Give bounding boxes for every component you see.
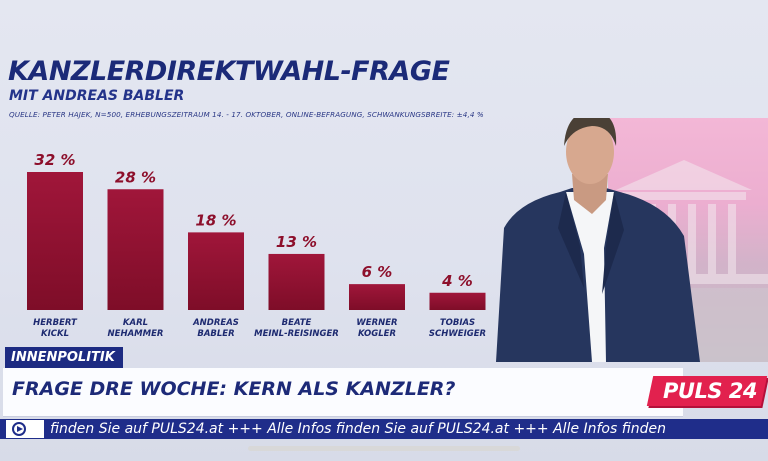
- bar-value-label-1: 28 %: [115, 168, 156, 186]
- bar-3: [268, 253, 325, 310]
- source-note: QUELLE: PETER HAJEK, N=500, ERHEBUNGSZEI…: [9, 110, 484, 119]
- bar-5: [429, 292, 486, 310]
- play-circle-icon[interactable]: [12, 422, 26, 436]
- bar-1: [107, 189, 164, 310]
- politician-portrait: [496, 118, 768, 362]
- bar-value-label-3: 13 %: [276, 233, 317, 251]
- category-label-5-0: TOBIAS: [440, 318, 475, 328]
- headline-bar: [3, 368, 683, 416]
- bar-0: [27, 172, 83, 310]
- ticker-clip: finden Sie auf PULS24.at +++ Alle Infos …: [50, 419, 750, 439]
- headline: FRAGE DRE WOCHE: KERN ALS KANZLER?: [12, 378, 456, 400]
- news-ticker: [0, 419, 768, 439]
- category-label-2-1: BABLER: [197, 329, 234, 339]
- category-label-1-0: KARL: [123, 318, 148, 328]
- category-label-3-0: BEATE: [282, 318, 312, 328]
- chart-subtitle: MIT ANDREAS BABLER: [9, 88, 185, 104]
- bar-value-label-4: 6 %: [362, 263, 393, 281]
- person-photo: [488, 118, 768, 362]
- bar-value-label-5: 4 %: [441, 272, 473, 290]
- category-label-5-1: SCHWEIGER: [429, 329, 486, 339]
- bar-value-label-2: 18 %: [195, 211, 236, 229]
- category-label-2-0: ANDREAS: [192, 318, 239, 328]
- bar-value-label-0: 32 %: [34, 151, 75, 169]
- ticker-text: finden Sie auf PULS24.at +++ Alle Infos …: [50, 421, 667, 437]
- category-label-0-1: KICKL: [41, 329, 69, 339]
- bar-2: [188, 232, 244, 310]
- category-label-3-1: MEINL-REISINGER: [254, 329, 339, 339]
- category-label-1-1: NEHAMMER: [108, 329, 164, 339]
- category-label-4-1: KOGLER: [358, 329, 396, 339]
- home-indicator[interactable]: [248, 446, 520, 451]
- brand-logo: PULS 24: [663, 379, 757, 403]
- category-tag: INNENPOLITIK: [5, 347, 123, 368]
- bar-4: [349, 284, 405, 310]
- category-label-4-0: WERNER: [356, 318, 397, 328]
- category-label-0-0: HERBERT: [33, 318, 78, 328]
- chart-title: KANZLERDIREKTWAHL-FRAGE: [8, 56, 450, 87]
